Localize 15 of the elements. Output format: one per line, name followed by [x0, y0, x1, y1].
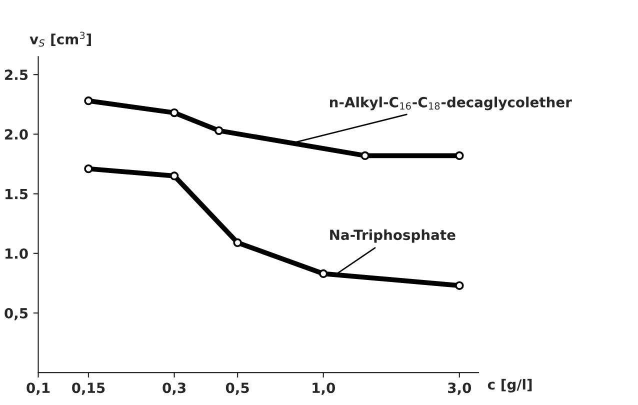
x-tick-label: 3,0: [448, 382, 472, 395]
x-tick-label: 0,1: [26, 382, 50, 395]
x-tick-label: 0,5: [226, 382, 249, 395]
y-tick-label: 0,5: [4, 308, 28, 320]
text: n-Alkyl-C$_{16}$-C$_{18}$-decaglycolether: [330, 96, 572, 110]
y-tick-label: 1.0: [6, 248, 28, 259]
y-tick-label: 1.5: [6, 188, 28, 200]
y-tick-label: 2.5: [5, 70, 28, 80]
y-tick-label: 2.0: [5, 129, 28, 140]
x-tick-label: 0,15: [72, 382, 105, 395]
x-tick-label: 1,0: [312, 382, 336, 395]
x-axis-title: c [g/l]: [488, 378, 532, 392]
y-axis-title: v$_{S}$ [cm$^{3}$]: [30, 32, 91, 47]
text: Na-Triphosphate: [330, 229, 456, 243]
x-tick-label: 0,3: [162, 382, 186, 395]
